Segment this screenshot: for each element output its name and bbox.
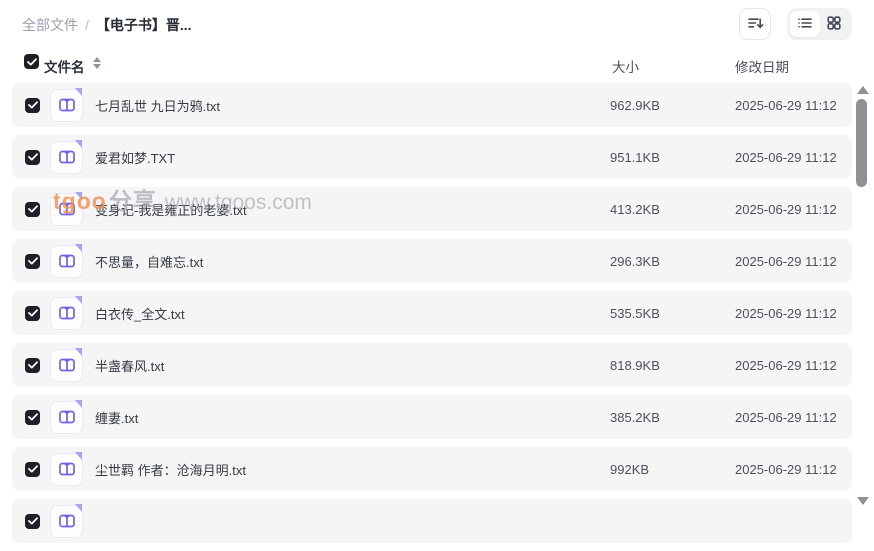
row-checkbox[interactable] <box>25 149 40 165</box>
ebook-file-icon <box>50 139 83 174</box>
file-name[interactable]: 缠妻.txt <box>95 410 139 426</box>
table-row[interactable] <box>12 499 852 543</box>
breadcrumb-separator: / <box>85 17 89 33</box>
file-name[interactable]: 尘世羁 作者：沧海月明.txt <box>95 462 246 478</box>
scroll-up-button[interactable] <box>857 86 869 95</box>
file-modified: 2025-06-29 11:12 <box>735 305 837 321</box>
ebook-file-icon <box>50 347 83 382</box>
row-checkbox[interactable] <box>25 357 40 373</box>
open-book-icon <box>58 306 75 320</box>
ebook-file-icon <box>50 87 83 122</box>
file-name[interactable]: 变身记-我是雍正的老婆.txt <box>95 202 247 218</box>
file-modified: 2025-06-29 11:12 <box>735 149 837 165</box>
column-header-modified[interactable]: 修改日期 <box>735 60 789 75</box>
scroll-down-icon <box>857 497 869 505</box>
scroll-down-button[interactable] <box>857 497 869 506</box>
file-modified: 2025-06-29 11:12 <box>735 253 837 269</box>
ebook-file-icon <box>50 399 83 434</box>
file-list: 七月乱世 九日为鸦.txt 962.9KB 2025-06-29 11:12 爱… <box>12 83 852 551</box>
folded-corner-icon <box>75 451 82 460</box>
open-book-icon <box>58 462 75 476</box>
row-checkbox[interactable] <box>25 305 40 321</box>
top-bar: 全部文件 / 【电子书】晋... <box>0 0 874 48</box>
file-size: 296.3KB <box>610 253 660 269</box>
file-size: 992KB <box>610 461 650 477</box>
table-row[interactable]: 七月乱世 九日为鸦.txt 962.9KB 2025-06-29 11:12 <box>12 83 852 127</box>
file-name[interactable]: 爱君如梦.TXT <box>95 150 176 166</box>
folded-corner-icon <box>75 295 82 304</box>
sort-order-button[interactable] <box>739 8 771 40</box>
ebook-file-icon <box>50 503 83 538</box>
list-view-button[interactable] <box>790 11 820 37</box>
table-row[interactable]: 缠妻.txt 385.2KB 2025-06-29 11:12 <box>12 395 852 439</box>
row-checkbox[interactable] <box>25 97 40 113</box>
table-row[interactable]: 爱君如梦.TXT 951.1KB 2025-06-29 11:12 <box>12 135 852 179</box>
sort-descending-icon <box>747 15 764 34</box>
table-row[interactable]: 不思量，自难忘.txt 296.3KB 2025-06-29 11:12 <box>12 239 852 283</box>
file-size: 535.5KB <box>610 305 660 321</box>
ebook-file-icon <box>50 451 83 486</box>
open-book-icon <box>58 98 75 112</box>
file-modified: 2025-06-29 11:12 <box>735 201 837 217</box>
file-name[interactable]: 白衣传_全文.txt <box>95 306 185 322</box>
open-book-icon <box>58 254 75 268</box>
table-row[interactable]: 白衣传_全文.txt 535.5KB 2025-06-29 11:12 <box>12 291 852 335</box>
file-name[interactable]: 不思量，自难忘.txt <box>95 254 204 270</box>
table-header: 文件名 大小 修改日期 <box>0 54 874 76</box>
column-header-size[interactable]: 大小 <box>612 60 639 75</box>
scroll-up-icon <box>857 86 869 94</box>
breadcrumb-current: 【电子书】晋... <box>95 17 192 33</box>
scrollbar-thumb[interactable] <box>856 99 867 187</box>
select-all-checkbox[interactable] <box>24 54 39 69</box>
open-book-icon <box>58 358 75 372</box>
ebook-file-icon <box>50 295 83 330</box>
folded-corner-icon <box>75 191 82 200</box>
view-mode-toggle <box>787 8 852 40</box>
folded-corner-icon <box>75 347 82 356</box>
file-size: 962.9KB <box>610 97 660 113</box>
file-size: 818.9KB <box>610 357 660 373</box>
open-book-icon <box>58 202 75 216</box>
open-book-icon <box>58 410 75 424</box>
row-checkbox[interactable] <box>25 253 40 269</box>
grid-view-icon <box>826 15 842 34</box>
view-controls <box>739 8 852 40</box>
file-size: 951.1KB <box>610 149 660 165</box>
file-name[interactable]: 半盏春风.txt <box>95 358 165 374</box>
file-modified: 2025-06-29 11:12 <box>735 409 837 425</box>
folded-corner-icon <box>75 399 82 408</box>
grid-view-button[interactable] <box>820 11 850 37</box>
sort-asc-icon <box>93 57 101 62</box>
file-modified: 2025-06-29 11:12 <box>735 357 837 373</box>
table-row[interactable]: 变身记-我是雍正的老婆.txt 413.2KB 2025-06-29 11:12 <box>12 187 852 231</box>
open-book-icon <box>58 150 75 164</box>
breadcrumb-root[interactable]: 全部文件 <box>22 17 78 33</box>
table-row[interactable]: 尘世羁 作者：沧海月明.txt 992KB 2025-06-29 11:12 <box>12 447 852 491</box>
row-checkbox[interactable] <box>25 409 40 425</box>
table-row[interactable]: 半盏春风.txt 818.9KB 2025-06-29 11:12 <box>12 343 852 387</box>
column-header-name[interactable]: 文件名 <box>44 60 85 75</box>
list-view-icon <box>797 15 813 34</box>
file-name[interactable]: 七月乱世 九日为鸦.txt <box>95 98 220 114</box>
ebook-file-icon <box>50 243 83 278</box>
file-size: 413.2KB <box>610 201 660 217</box>
folded-corner-icon <box>75 87 82 96</box>
folded-corner-icon <box>75 243 82 252</box>
row-checkbox[interactable] <box>25 201 40 217</box>
folded-corner-icon <box>75 503 82 512</box>
file-modified: 2025-06-29 11:12 <box>735 461 837 477</box>
open-book-icon <box>58 514 75 528</box>
file-modified: 2025-06-29 11:12 <box>735 97 837 113</box>
breadcrumb: 全部文件 / 【电子书】晋... <box>22 15 192 35</box>
name-sort-control[interactable] <box>93 57 101 69</box>
sort-desc-icon <box>93 64 101 69</box>
file-size: 385.2KB <box>610 409 660 425</box>
row-checkbox[interactable] <box>25 461 40 477</box>
ebook-file-icon <box>50 191 83 226</box>
row-checkbox[interactable] <box>25 513 40 529</box>
folded-corner-icon <box>75 139 82 148</box>
